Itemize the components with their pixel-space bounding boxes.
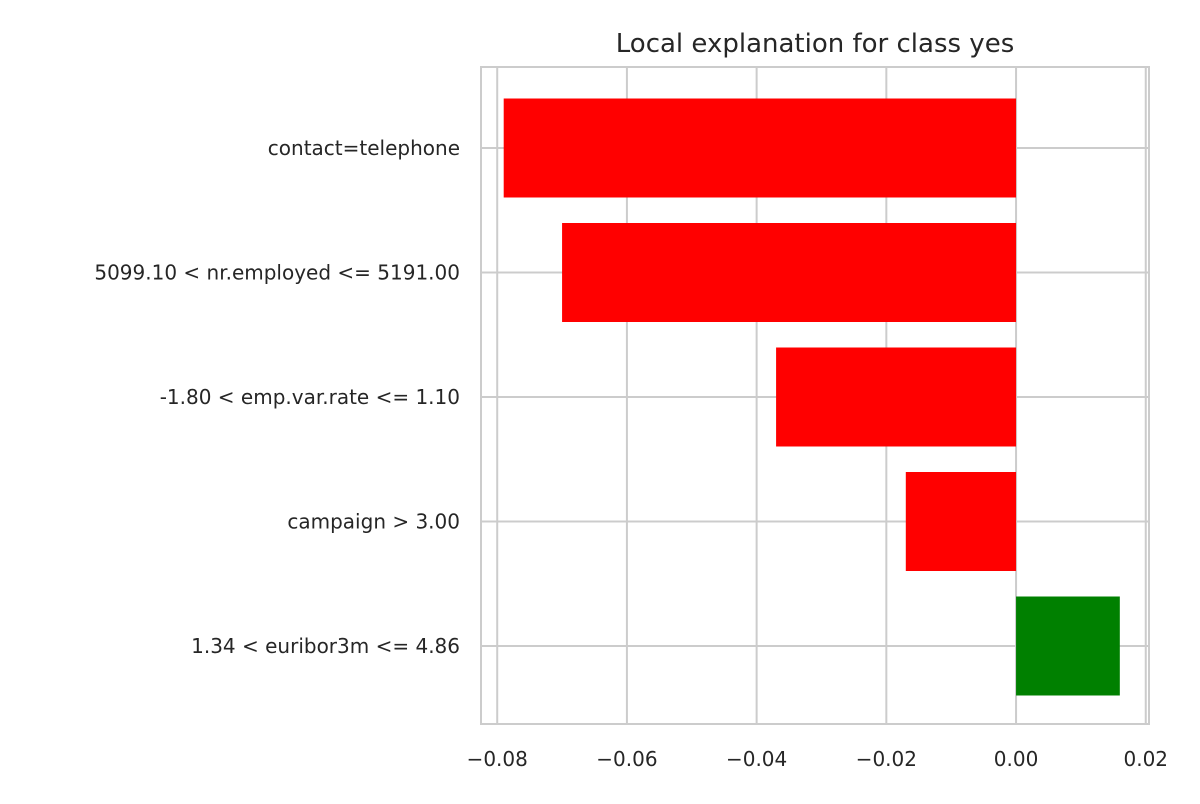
x-tick-label: 0.00 — [994, 747, 1039, 771]
chart-title: Local explanation for class yes — [616, 29, 1014, 59]
x-tick-label: −0.06 — [596, 747, 657, 771]
x-tick-label: −0.08 — [467, 747, 528, 771]
y-tick-label: contact=telephone — [268, 136, 460, 160]
bar — [503, 98, 1017, 198]
x-tick-label: 0.02 — [1123, 747, 1168, 771]
y-tick-label: campaign > 3.00 — [287, 510, 460, 534]
bar — [905, 472, 1017, 571]
plot-frame — [480, 66, 1150, 725]
bars — [503, 98, 1120, 696]
x-tick-label: −0.04 — [726, 747, 787, 771]
x-tick-label: −0.02 — [856, 747, 917, 771]
y-axis-ticks: contact=telephone 5099.10 < nr.employed <… — [94, 136, 460, 658]
bar — [776, 347, 1017, 447]
bar — [1016, 596, 1120, 696]
bar — [562, 223, 1017, 322]
y-tick-label: 5099.10 < nr.employed <= 5191.00 — [94, 261, 460, 285]
y-tick-label: -1.80 < emp.var.rate <= 1.10 — [160, 385, 460, 409]
x-axis-ticks: −0.08 −0.06 −0.04 −0.02 0.00 0.02 — [467, 747, 1168, 771]
y-tick-label: 1.34 < euribor3m <= 4.86 — [191, 634, 460, 658]
